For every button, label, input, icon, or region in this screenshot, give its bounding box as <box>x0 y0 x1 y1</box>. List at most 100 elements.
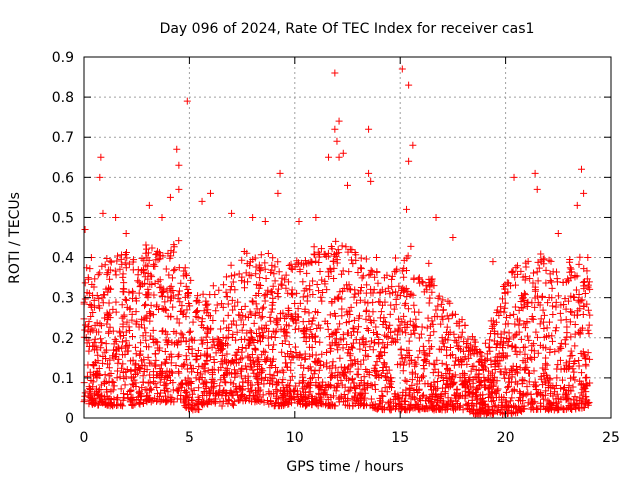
data-point <box>236 396 244 404</box>
data-point <box>355 312 363 320</box>
data-point <box>317 293 325 301</box>
data-point <box>387 301 395 309</box>
data-point <box>343 340 351 348</box>
data-point <box>179 361 187 369</box>
data-point <box>174 295 182 303</box>
data-point <box>329 402 337 410</box>
data-point <box>121 381 129 389</box>
data-point <box>357 254 365 262</box>
data-point <box>123 365 131 373</box>
data-point <box>87 386 95 394</box>
data-point <box>421 380 429 388</box>
data-point <box>250 338 258 346</box>
data-point <box>395 282 403 290</box>
data-point <box>174 341 182 349</box>
data-point <box>515 396 523 404</box>
data-point <box>246 388 254 396</box>
data-point <box>371 385 379 393</box>
data-point <box>195 384 203 392</box>
data-point <box>252 263 260 271</box>
data-point <box>259 367 267 375</box>
data-point <box>530 367 538 375</box>
data-point <box>177 338 185 346</box>
data-point <box>274 189 282 197</box>
data-point <box>105 364 113 372</box>
data-point <box>493 407 501 415</box>
data-point <box>531 283 539 291</box>
data-point <box>579 324 587 332</box>
data-point <box>388 283 396 291</box>
data-point <box>312 351 320 359</box>
data-point <box>398 267 406 275</box>
data-point <box>447 396 455 404</box>
data-point <box>137 347 145 355</box>
data-point <box>128 316 136 324</box>
data-point <box>366 402 374 410</box>
data-point <box>585 321 593 329</box>
data-point <box>322 252 330 260</box>
data-point <box>120 279 128 287</box>
data-point <box>452 405 460 413</box>
data-point <box>186 302 194 310</box>
data-point <box>322 381 330 389</box>
data-point <box>222 273 230 281</box>
data-point <box>285 382 293 390</box>
data-point <box>328 362 336 370</box>
data-point <box>142 343 150 351</box>
data-point <box>547 257 555 265</box>
data-point <box>357 376 365 384</box>
data-point <box>146 312 154 320</box>
data-point <box>552 395 560 403</box>
data-point <box>540 318 548 326</box>
data-point <box>367 177 375 185</box>
data-point <box>239 378 247 386</box>
data-point <box>508 387 516 395</box>
data-point <box>463 404 471 412</box>
data-point <box>357 390 365 398</box>
data-point <box>557 301 565 309</box>
data-point <box>193 308 201 316</box>
data-point <box>324 325 332 333</box>
data-point <box>453 338 461 346</box>
data-point <box>167 313 175 321</box>
data-point <box>175 237 183 245</box>
data-point <box>571 393 579 401</box>
data-point <box>509 267 517 275</box>
data-point <box>411 308 419 316</box>
data-point <box>299 385 307 393</box>
data-point <box>344 181 351 189</box>
data-point <box>523 299 531 307</box>
data-point <box>535 264 543 272</box>
data-point <box>185 289 193 297</box>
data-point <box>81 392 89 400</box>
data-point <box>264 250 272 258</box>
data-point <box>449 310 457 318</box>
data-point <box>189 402 197 410</box>
data-point <box>164 293 172 301</box>
data-point <box>289 315 297 323</box>
data-point <box>349 324 357 332</box>
data-point <box>552 324 560 332</box>
data-point <box>521 365 529 373</box>
data-point <box>206 189 214 197</box>
data-point <box>202 333 210 341</box>
data-point <box>308 259 316 267</box>
data-point <box>580 189 588 197</box>
data-point <box>424 396 432 404</box>
data-point <box>342 319 350 327</box>
data-point <box>331 69 339 77</box>
data-point <box>160 305 168 313</box>
data-point <box>360 373 368 381</box>
data-point <box>583 300 591 308</box>
data-point <box>194 314 202 322</box>
data-point <box>393 403 401 411</box>
data-point <box>489 382 497 390</box>
data-point <box>307 258 315 266</box>
data-point <box>569 383 577 391</box>
data-point <box>343 308 351 316</box>
data-point <box>318 276 326 284</box>
data-point <box>185 394 193 402</box>
data-point <box>380 343 388 351</box>
y-tick-label: 0.2 <box>52 331 74 347</box>
data-point <box>244 278 252 286</box>
